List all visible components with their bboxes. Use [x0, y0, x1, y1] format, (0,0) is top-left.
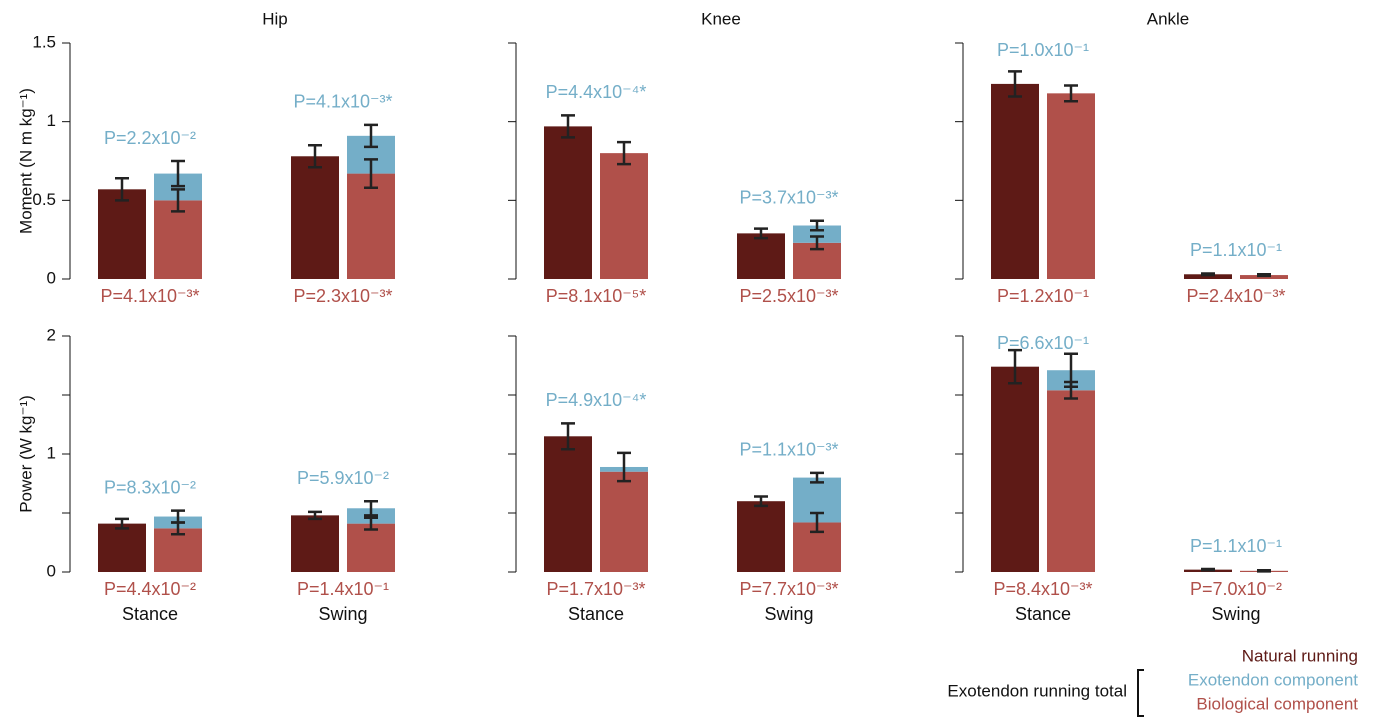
error-bar — [364, 158, 378, 189]
error-bar — [171, 509, 185, 524]
p-value-top: P=1.1x10⁻¹ — [1190, 240, 1282, 260]
panel-title: Ankle — [1147, 9, 1190, 28]
bar-natural — [544, 436, 592, 572]
error-bar — [561, 422, 575, 451]
panel-title: Hip — [262, 9, 288, 28]
p-value-top: P=4.1x10⁻³* — [293, 92, 392, 112]
error-bar — [1064, 352, 1078, 388]
error-bar — [810, 219, 824, 232]
legend-biological: Biological component — [1196, 694, 1358, 713]
p-value-bottom: P=7.7x10⁻³* — [739, 579, 838, 599]
error-bar — [364, 499, 378, 517]
error-bar — [171, 159, 185, 188]
bar-exotendon — [793, 225, 841, 243]
error-bar — [115, 517, 129, 530]
p-value-bottom: P=4.1x10⁻³* — [100, 286, 199, 306]
bar-natural — [98, 189, 146, 279]
p-value-top: P=1.1x10⁻³* — [739, 440, 838, 460]
error-bar — [754, 227, 768, 240]
bar-biological — [347, 523, 395, 572]
y-tick-label: 1 — [47, 443, 56, 462]
p-value-bottom: P=8.4x10⁻³* — [993, 579, 1092, 599]
x-tick-label: Swing — [764, 604, 813, 624]
p-value-bottom: P=8.1x10⁻⁵* — [546, 286, 647, 306]
error-bar — [1201, 567, 1215, 572]
bar-natural — [98, 523, 146, 572]
p-value-top: P=5.9x10⁻² — [297, 468, 389, 488]
legend-exotendon: Exotendon component — [1188, 670, 1358, 689]
p-value-bottom: P=2.5x10⁻³* — [739, 286, 838, 306]
legend-group-label: Exotendon running total — [947, 681, 1127, 700]
p-value-bottom: P=7.0x10⁻² — [1190, 579, 1282, 599]
error-bar — [561, 114, 575, 139]
error-bar — [308, 144, 322, 169]
legend-bracket — [1137, 669, 1144, 717]
x-tick-label: Stance — [122, 604, 178, 624]
bar-natural — [291, 515, 339, 572]
bar-natural — [991, 366, 1039, 572]
p-value-top: P=4.4x10⁻⁴* — [546, 82, 647, 102]
y-tick-label: 0 — [47, 561, 56, 580]
x-tick-label: Stance — [568, 604, 624, 624]
bar-natural — [544, 126, 592, 280]
bar-biological — [154, 200, 202, 279]
x-tick-label: Swing — [1211, 604, 1260, 624]
error-bar — [115, 177, 129, 202]
x-tick-label: Stance — [1015, 604, 1071, 624]
bar-biological — [1047, 390, 1095, 572]
error-bar — [617, 140, 631, 166]
error-bar — [171, 188, 185, 213]
p-value-bottom: P=2.3x10⁻³* — [293, 286, 392, 306]
bar-biological — [600, 471, 648, 572]
error-bar — [1201, 272, 1215, 277]
p-value-top: P=1.1x10⁻¹ — [1190, 536, 1282, 556]
error-bar — [754, 495, 768, 508]
bar-biological — [1047, 93, 1095, 279]
bar-natural — [991, 83, 1039, 279]
error-bar — [810, 511, 824, 534]
error-bar — [364, 123, 378, 149]
y-tick-label: 1.5 — [32, 32, 56, 51]
error-bar — [617, 451, 631, 483]
bar-natural — [1184, 274, 1232, 279]
y-tick-label: 0 — [47, 268, 56, 287]
error-bar — [810, 235, 824, 251]
p-value-bottom: P=2.4x10⁻³* — [1186, 286, 1285, 306]
panel-title: Knee — [701, 9, 741, 28]
x-tick-label: Swing — [318, 604, 367, 624]
bar-natural — [737, 501, 785, 572]
p-value-top: P=4.9x10⁻⁴* — [546, 390, 647, 410]
y-axis-label: Moment (N m kg⁻¹) — [16, 88, 35, 234]
bar-biological — [154, 528, 202, 572]
p-value-bottom: P=1.2x10⁻¹ — [997, 286, 1089, 306]
error-bar — [1064, 84, 1078, 103]
y-axis-label: Power (W kg⁻¹) — [16, 395, 35, 513]
error-bar — [1008, 348, 1022, 385]
error-bar — [810, 471, 824, 484]
p-value-top: P=2.2x10⁻² — [104, 128, 196, 148]
bar-biological — [347, 173, 395, 279]
bar-biological — [600, 153, 648, 279]
bar-natural — [291, 156, 339, 279]
y-tick-label: 2 — [47, 325, 56, 344]
p-value-top: P=3.7x10⁻³* — [739, 188, 838, 208]
error-bar — [1257, 273, 1271, 278]
p-value-bottom: P=4.4x10⁻² — [104, 579, 196, 599]
p-value-top: P=6.6x10⁻¹ — [997, 333, 1089, 353]
y-tick-label: 0.5 — [32, 190, 56, 209]
p-value-top: P=1.0x10⁻¹ — [997, 40, 1089, 60]
error-bar — [1008, 70, 1022, 98]
y-tick-label: 1 — [47, 111, 56, 130]
p-value-bottom: P=1.4x10⁻¹ — [297, 579, 389, 599]
error-bar — [1257, 568, 1271, 573]
error-bar — [308, 510, 322, 521]
p-value-top: P=8.3x10⁻² — [104, 477, 196, 497]
error-bar — [364, 516, 378, 531]
p-value-bottom: P=1.7x10⁻³* — [546, 579, 645, 599]
legend-natural: Natural running — [1242, 646, 1358, 665]
bar-natural — [737, 233, 785, 279]
